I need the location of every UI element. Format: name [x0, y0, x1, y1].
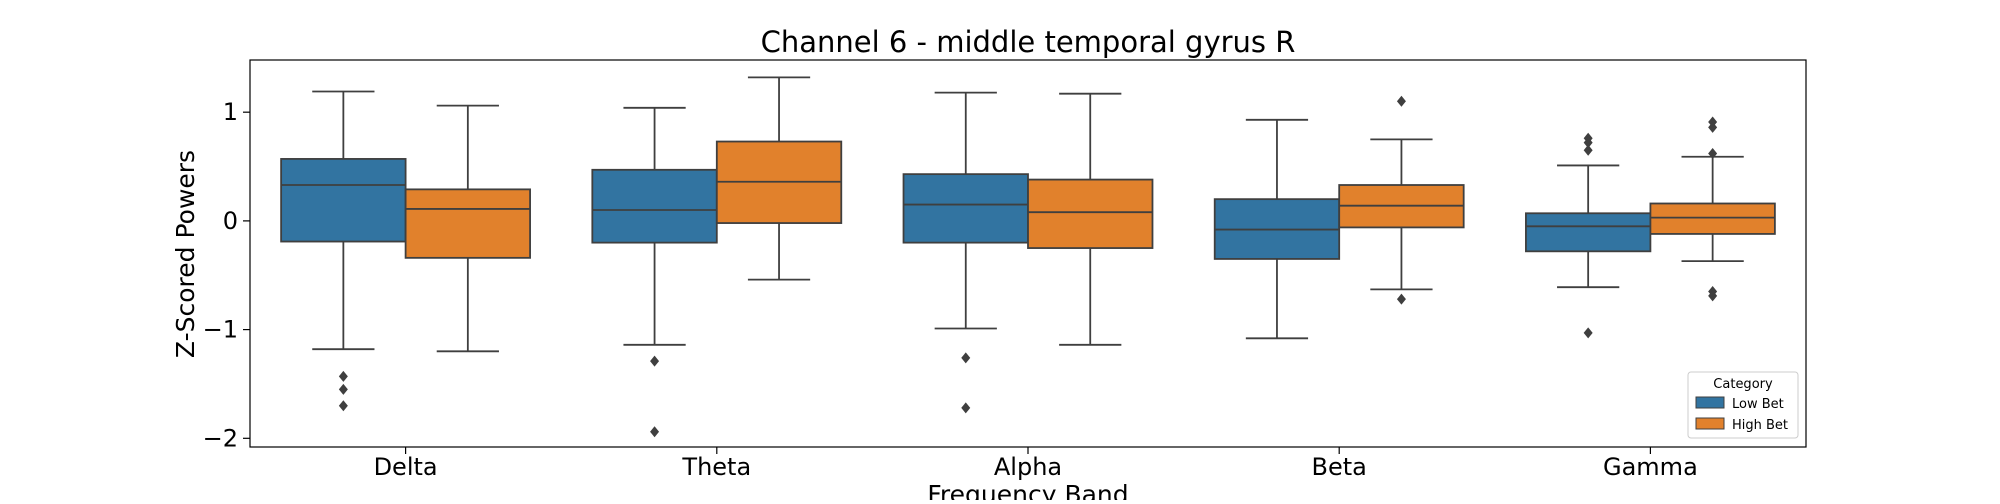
box-high-bet-delta [404, 104, 531, 353]
legend-label: Low Bet [1732, 397, 1784, 412]
box-low-bet-gamma [1525, 132, 1652, 339]
box-high-bet-theta [715, 76, 843, 281]
y-tick-label: −1 [203, 316, 238, 344]
box-iqr [902, 173, 1029, 244]
outlier-point [338, 383, 348, 395]
legend-swatch [1695, 396, 1725, 409]
outlier-point [650, 355, 660, 367]
box-low-bet-alpha [902, 91, 1029, 414]
box-iqr [1525, 212, 1652, 253]
box-high-bet-beta [1338, 95, 1465, 305]
box-low-bet-theta [591, 106, 718, 438]
outlier-point [1396, 95, 1406, 107]
outlier-point [1708, 290, 1718, 302]
outlier-point [961, 352, 971, 364]
y-tick-label: −2 [203, 424, 238, 452]
y-tick-label: 0 [223, 207, 238, 235]
x-tick-label: Delta [374, 453, 438, 481]
legend-title: Category [1713, 377, 1773, 392]
chart-title: Channel 6 - middle temporal gyrus R [761, 25, 1296, 59]
outlier-point [650, 426, 660, 438]
x-tick-label: Gamma [1603, 453, 1698, 481]
box-iqr [591, 168, 718, 244]
outlier-point [338, 370, 348, 382]
outlier-point [1583, 144, 1593, 156]
box-low-bet-beta [1213, 118, 1341, 340]
y-tick-label: 1 [223, 98, 238, 126]
legend-swatch [1695, 417, 1725, 430]
legend-label: High Bet [1732, 418, 1788, 433]
x-tick-label: Theta [681, 453, 751, 481]
box-iqr [1027, 178, 1154, 249]
outlier-point [1396, 293, 1406, 305]
axes-layer: 1 0 −1 −2 Delta Theta Alpha Beta Gamma [203, 59, 1807, 481]
box-iqr [404, 188, 531, 259]
boxes-layer [280, 76, 1776, 438]
y-axis-label: Z-Scored Powers [171, 150, 200, 358]
outlier-point [1583, 137, 1593, 149]
outlier-point [961, 402, 971, 414]
box-high-bet-alpha [1027, 92, 1154, 346]
outlier-point [1708, 147, 1718, 159]
outlier-point [1708, 121, 1718, 133]
x-tick-label: Alpha [994, 453, 1062, 481]
box-iqr [1649, 202, 1776, 235]
outlier-point [1583, 327, 1593, 339]
x-tick-label: Beta [1312, 453, 1367, 481]
legend: Category Low Bet High Bet [1687, 371, 1799, 439]
box-high-bet-gamma [1649, 116, 1776, 302]
outlier-point [338, 400, 348, 412]
box-iqr [280, 158, 407, 243]
box-low-bet-delta [280, 90, 407, 412]
x-axis-label: Frequency Band [927, 480, 1128, 500]
